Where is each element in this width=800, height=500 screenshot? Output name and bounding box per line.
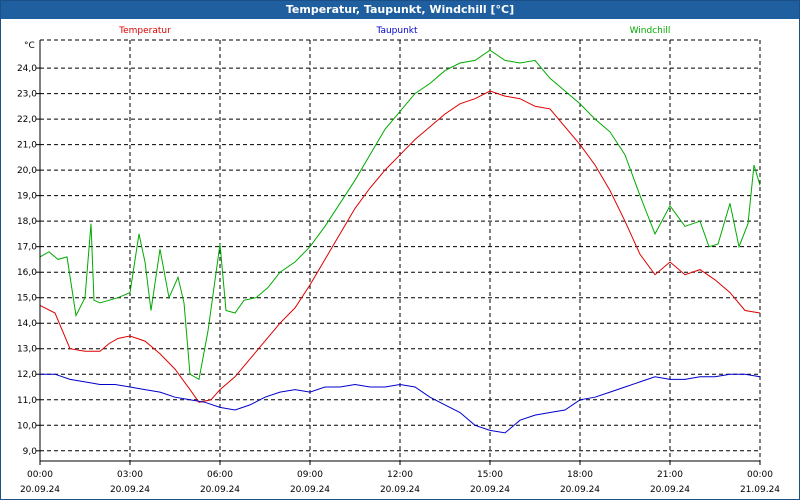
y-tick-labels: 24,0 23,0 22,0 21,0 20,0 19,0 18,0 17,0 16,0 15,0… [17, 64, 37, 457]
x-tick-time: 09:00 [297, 470, 323, 480]
y-tick-label: 23,0 [17, 90, 37, 100]
x-tick-date: 20.09.24 [470, 485, 510, 495]
x-tick-time: 00:00 [747, 470, 773, 480]
x-tick-time: 06:00 [207, 470, 233, 480]
x-tick-labels: 00:00 20.09.24 03:00 20.09.24 06:00 20.09.24 0… [20, 470, 780, 495]
y-tick-label: 12,0 [17, 370, 37, 380]
y-tick-label: 11,0 [17, 396, 37, 406]
y-tick-label: 15,0 [17, 294, 37, 304]
legend-windchill: Windchill [630, 26, 671, 36]
y-tick-label: 22,0 [17, 115, 37, 125]
x-tick-time: 18:00 [567, 470, 593, 480]
y-tick-label: 19,0 [17, 192, 37, 202]
grid-lines [36, 39, 761, 465]
legend-taupunkt: Taupunkt [375, 26, 418, 36]
x-tick-date: 20.09.24 [380, 485, 420, 495]
x-tick-date: 20.09.24 [200, 485, 240, 495]
x-tick-time: 15:00 [477, 470, 503, 480]
x-tick-time: 12:00 [387, 470, 413, 480]
x-tick-date: 20.09.24 [20, 485, 60, 495]
y-tick-label: 14,0 [17, 319, 37, 329]
x-tick-date: 20.09.24 [560, 485, 600, 495]
x-tick-date: 20.09.24 [290, 485, 330, 495]
x-tick-time: 03:00 [117, 470, 143, 480]
y-tick-label: 21,0 [17, 141, 37, 151]
x-tick-time: 21:00 [657, 470, 683, 480]
x-tick-date: 21.09.24 [740, 485, 780, 495]
series-line-taupunkt [40, 373, 761, 434]
y-axis-unit-label: °C [24, 41, 35, 51]
series-line-temperatur [39, 90, 761, 403]
y-tick-label: 18,0 [17, 217, 37, 227]
series-line-windchill [39, 49, 761, 381]
x-tick-date: 20.09.24 [110, 485, 150, 495]
y-tick-label: 13,0 [17, 345, 37, 355]
y-tick-label: 9,0 [23, 447, 38, 457]
series-layer [39, 49, 761, 434]
y-tick-label: 16,0 [17, 268, 37, 278]
y-tick-label: 17,0 [17, 243, 37, 253]
y-tick-label: 24,0 [17, 64, 37, 74]
y-tick-label: 10,0 [17, 421, 37, 431]
y-tick-label: 20,0 [17, 166, 37, 176]
legend-temperatur: Temperatur [118, 26, 171, 36]
x-tick-date: 20.09.24 [650, 485, 690, 495]
x-tick-time: 00:00 [27, 470, 53, 480]
chart-title: Temperatur, Taupunkt, Windchill [°C] [1, 1, 799, 19]
